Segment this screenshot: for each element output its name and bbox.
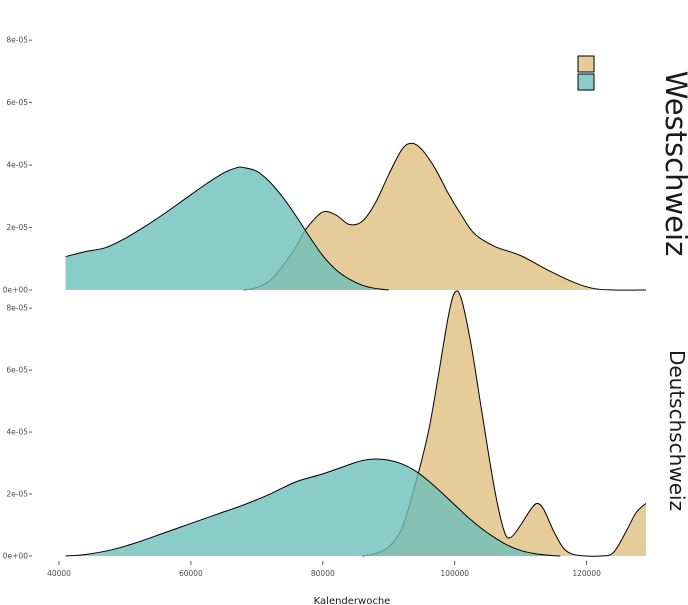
x-tick-label: 40000 xyxy=(47,569,71,578)
panel-deutschschweiz: 0e+00 2e-05 4e-05 6e-05 8e-05 Deutschschweiz xyxy=(3,290,688,561)
legend-key-teal xyxy=(577,73,595,91)
y-tick-label: 8e-05 xyxy=(6,304,28,313)
y-tick-label: 6e-05 xyxy=(6,98,28,107)
density-area-teal xyxy=(65,166,389,290)
x-axis: 40000 60000 80000 100000 120000 Kalenderwoche xyxy=(47,561,601,605)
x-tick-label: 100000 xyxy=(440,569,469,578)
density-line-tan xyxy=(362,290,647,557)
density-area-teal xyxy=(65,459,561,556)
y-tick-label: 2e-05 xyxy=(6,223,28,232)
y-tick-label: 4e-05 xyxy=(6,161,28,170)
y-tick-label: 0e+00 xyxy=(3,286,28,295)
strip-label-westschweiz: Westschweiz xyxy=(659,71,688,257)
y-tick-label: 8e-05 xyxy=(6,36,28,45)
x-tick-label: 120000 xyxy=(572,569,601,578)
y-tick-label: 4e-05 xyxy=(6,428,28,437)
x-tick-label: 60000 xyxy=(179,569,203,578)
density-line-teal xyxy=(65,166,389,291)
x-tick-label: 80000 xyxy=(311,569,335,578)
legend xyxy=(577,55,595,91)
strip-label-deutschschweiz: Deutschschweiz xyxy=(665,350,688,511)
panel-westschweiz: 0e+00 2e-05 4e-05 6e-05 8e-05 Westschweiz xyxy=(3,36,688,295)
y-tick-label: 0e+00 xyxy=(3,552,28,561)
y-tick-label: 6e-05 xyxy=(6,366,28,375)
x-axis-title: Kalenderwoche xyxy=(314,596,391,605)
y-tick-label: 2e-05 xyxy=(6,490,28,499)
density-area-tan xyxy=(243,143,647,291)
legend-key-tan xyxy=(577,55,595,73)
density-line-teal xyxy=(65,458,561,557)
